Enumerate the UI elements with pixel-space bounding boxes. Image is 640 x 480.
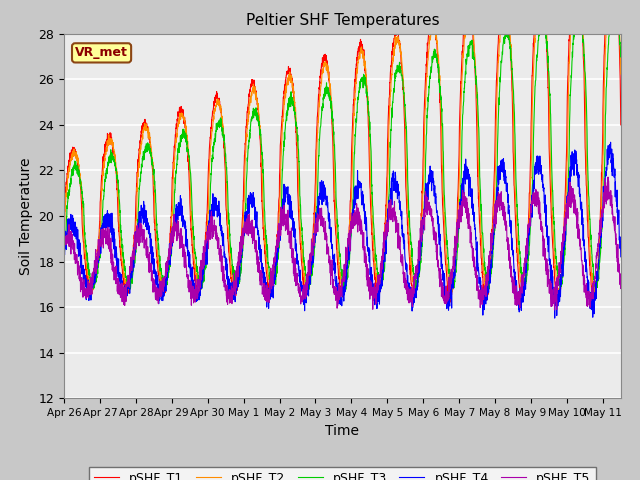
Legend: pSHF_T1, pSHF_T2, pSHF_T3, pSHF_T4, pSHF_T5: pSHF_T1, pSHF_T2, pSHF_T3, pSHF_T4, pSHF… (89, 467, 596, 480)
pSHF_T4 (298, 285, 305, 290)
pSHF_T1 (298, 260, 305, 265)
pSHF_T3 (617, 54, 625, 60)
pSHF_T3 (157, 265, 164, 271)
pSHF_T4 (607, 139, 614, 145)
Line: pSHF_T1: pSHF_T1 (64, 0, 621, 302)
pSHF_T5 (617, 283, 625, 288)
pSHF_T4 (60, 240, 68, 245)
pSHF_T2 (157, 274, 164, 280)
pSHF_T4 (551, 315, 559, 321)
pSHF_T1 (546, 171, 554, 177)
pSHF_T1 (157, 288, 164, 294)
pSHF_T2 (546, 139, 554, 145)
pSHF_T3 (60, 255, 68, 261)
Line: pSHF_T4: pSHF_T4 (64, 142, 621, 318)
pSHF_T2 (274, 240, 282, 246)
pSHF_T5 (124, 284, 131, 289)
pSHF_T3 (546, 96, 554, 101)
pSHF_T3 (606, 14, 614, 20)
pSHF_T5 (550, 307, 558, 313)
pSHF_T5 (157, 289, 164, 295)
pSHF_T5 (546, 279, 554, 285)
pSHF_T4 (606, 146, 614, 152)
pSHF_T3 (124, 280, 131, 286)
Title: Peltier SHF Temperatures: Peltier SHF Temperatures (246, 13, 439, 28)
pSHF_T2 (124, 287, 131, 292)
pSHF_T1 (274, 231, 282, 237)
Line: pSHF_T5: pSHF_T5 (64, 177, 621, 310)
pSHF_T4 (546, 256, 554, 262)
pSHF_T1 (60, 218, 68, 224)
pSHF_T5 (604, 174, 612, 180)
Y-axis label: Soil Temperature: Soil Temperature (19, 157, 33, 275)
pSHF_T4 (124, 279, 131, 285)
pSHF_T4 (157, 285, 164, 290)
pSHF_T2 (60, 238, 68, 243)
pSHF_T5 (274, 234, 282, 240)
pSHF_T3 (274, 256, 282, 262)
pSHF_T5 (298, 296, 305, 302)
pSHF_T2 (298, 239, 305, 245)
pSHF_T5 (60, 237, 68, 243)
X-axis label: Time: Time (325, 424, 360, 438)
pSHF_T2 (591, 292, 598, 298)
pSHF_T2 (617, 71, 625, 77)
pSHF_T4 (274, 246, 282, 252)
pSHF_T1 (617, 122, 625, 128)
Line: pSHF_T2: pSHF_T2 (64, 0, 621, 295)
Text: VR_met: VR_met (75, 47, 128, 60)
pSHF_T1 (589, 300, 597, 305)
pSHF_T3 (484, 289, 492, 295)
pSHF_T1 (124, 288, 131, 294)
pSHF_T5 (606, 199, 614, 204)
Line: pSHF_T3: pSHF_T3 (64, 0, 621, 292)
pSHF_T4 (617, 254, 625, 260)
pSHF_T3 (298, 228, 305, 233)
